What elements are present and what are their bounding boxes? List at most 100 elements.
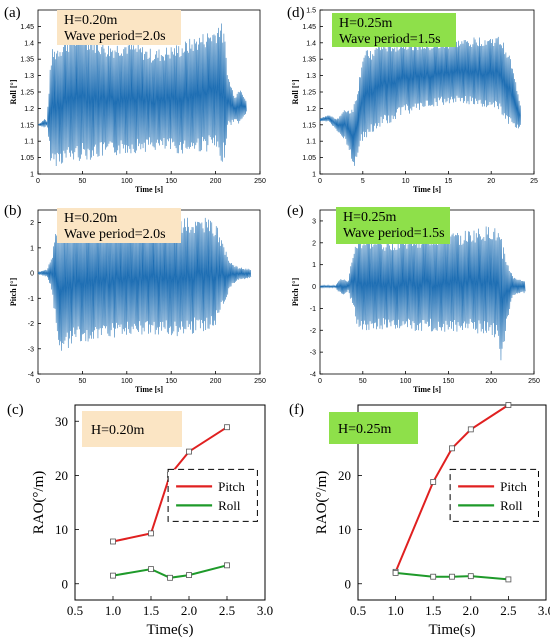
signal-line xyxy=(319,226,526,361)
y-tick-label: 0 xyxy=(312,284,316,291)
annotation-text: Wave period=2.0s xyxy=(64,227,166,242)
x-tick-label: 200 xyxy=(210,178,222,185)
x-tick-label: 1.0 xyxy=(105,603,121,618)
annotation-box xyxy=(329,412,418,444)
y-tick-label: 1 xyxy=(312,262,316,269)
legend-label-pitch: Pitch xyxy=(500,479,527,494)
legend-label-roll: Roll xyxy=(218,498,241,513)
x-axis-label: Time [s] xyxy=(135,385,163,394)
x-tick-label: 20 xyxy=(487,178,495,185)
y-tick-label: 1.15 xyxy=(302,122,316,129)
legend-label-roll: Roll xyxy=(500,498,523,513)
x-tick-label: 150 xyxy=(165,378,177,385)
x-tick-label: 250 xyxy=(254,378,266,385)
y-axis-label: RAO(°/m) xyxy=(314,471,330,535)
y-tick-label: 1.5 xyxy=(306,8,316,15)
y-tick-label: 1.05 xyxy=(20,155,34,162)
data-point-pitch xyxy=(110,538,116,545)
y-axis-label: Pitch [°] xyxy=(9,278,18,307)
annotation-text: Wave period=1.5s xyxy=(339,32,441,47)
x-tick-label: 0 xyxy=(318,178,322,185)
signal-line xyxy=(37,217,252,351)
y-axis-label: Pitch [°] xyxy=(291,278,300,307)
y-tick-label: 1.05 xyxy=(302,155,316,162)
x-axis-label: Time(s) xyxy=(429,622,476,638)
data-point-pitch xyxy=(505,402,512,408)
y-tick-label: 20 xyxy=(338,468,351,483)
x-tick-label: 150 xyxy=(443,378,455,385)
x-tick-label: 50 xyxy=(359,378,367,385)
y-tick-label: 1 xyxy=(312,172,316,179)
y-tick-label: 1 xyxy=(30,245,34,252)
data-point-roll xyxy=(167,574,173,581)
x-tick-label: 100 xyxy=(121,378,133,385)
y-tick-label: 0 xyxy=(62,576,69,591)
data-point-pitch xyxy=(224,424,230,431)
x-tick-label: 5 xyxy=(361,178,365,185)
annotation-text: Wave period=2.0s xyxy=(64,29,166,44)
legend-box xyxy=(449,468,539,522)
x-tick-label: 250 xyxy=(528,378,540,385)
y-tick-label: 2 xyxy=(312,240,316,247)
x-axis-label: Time [s] xyxy=(413,185,441,194)
y-tick-label: 1.2 xyxy=(306,106,316,113)
x-tick-label: 2.5 xyxy=(500,603,516,618)
data-point-roll xyxy=(392,570,399,576)
y-tick-label: -4 xyxy=(310,372,316,379)
annotation-text: H=0.20m xyxy=(91,423,145,438)
chart-b: (b) 0 50 100 150 200 250 -4 -3 -2 -1 0 1 2 Time [s] Pit… xyxy=(4,203,266,394)
x-tick-label: 1.5 xyxy=(425,603,441,618)
annotation-box xyxy=(57,208,181,243)
x-tick-label: 0.5 xyxy=(67,603,83,618)
legend-box xyxy=(167,468,258,522)
chart-f: (f)0.51.01.52.02.53.00102030Time(s)RAO(°… xyxy=(289,402,550,638)
y-tick-label: 10 xyxy=(55,522,68,537)
x-tick-label: 15 xyxy=(445,178,453,185)
annotation-text: H=0.20m xyxy=(64,13,118,28)
panel-label: (f) xyxy=(289,402,304,418)
y-tick-label: -3 xyxy=(28,346,34,353)
x-tick-label: 50 xyxy=(79,378,87,385)
panel-label: (a) xyxy=(4,5,21,21)
legend-label-pitch: Pitch xyxy=(218,479,245,494)
panel-label: (c) xyxy=(7,402,24,418)
x-tick-label: 150 xyxy=(165,178,177,185)
x-tick-label: 0 xyxy=(318,378,322,385)
annotation-text: H=0.25m xyxy=(339,16,393,31)
y-tick-label: 1.25 xyxy=(302,90,316,97)
annotation-text: H=0.20m xyxy=(64,211,118,226)
x-tick-label: 200 xyxy=(210,378,222,385)
data-point-pitch xyxy=(148,530,154,537)
x-tick-label: 3.0 xyxy=(538,603,550,618)
y-tick-label: 1.35 xyxy=(302,57,316,64)
chart-e: (e) 0 50 100 150 200 250 -4 -3 -2 -1 0 1 2 3 Time [s] Pi… xyxy=(287,203,540,394)
x-tick-label: 250 xyxy=(254,178,266,185)
annotation-box xyxy=(82,411,182,447)
y-tick-label: 20 xyxy=(55,468,68,483)
y-tick-label: 1.25 xyxy=(20,90,34,97)
y-tick-label: 1.4 xyxy=(306,40,316,47)
annotation-text: Wave period=1.5s xyxy=(343,226,445,241)
y-tick-label: 1.1 xyxy=(24,139,34,146)
y-tick-label: 1.15 xyxy=(20,122,34,129)
chart-d: (d) 0 5 10 15 20 25 1 1.05 1.1 1.15 1.2 1.25 1.3 1.35 1… xyxy=(287,5,538,194)
x-tick-label: 200 xyxy=(485,378,497,385)
x-tick-label: 100 xyxy=(121,178,133,185)
y-tick-label: -3 xyxy=(310,350,316,357)
x-tick-label: 0 xyxy=(36,378,40,385)
annotation-box xyxy=(57,10,181,45)
y-tick-label: 1 xyxy=(30,172,34,179)
x-tick-label: 1.0 xyxy=(387,603,403,618)
signal-line xyxy=(37,23,247,167)
chart-c: (c) 0.5 1.0 1.5 2.0 2.5 3.0 0 10 20 30 Time(s) RAO(°… xyxy=(7,402,273,638)
y-tick-label: -2 xyxy=(28,321,34,328)
y-tick-label: 1.35 xyxy=(20,57,34,64)
x-tick-label: 0.5 xyxy=(350,603,366,618)
annotation-text: H=0.25m xyxy=(343,210,397,225)
plot-frame xyxy=(74,404,266,601)
panel-label: (d) xyxy=(287,5,305,21)
x-tick-label: 0 xyxy=(36,178,40,185)
data-point-roll xyxy=(224,562,230,569)
x-tick-label: 1.5 xyxy=(143,603,159,618)
